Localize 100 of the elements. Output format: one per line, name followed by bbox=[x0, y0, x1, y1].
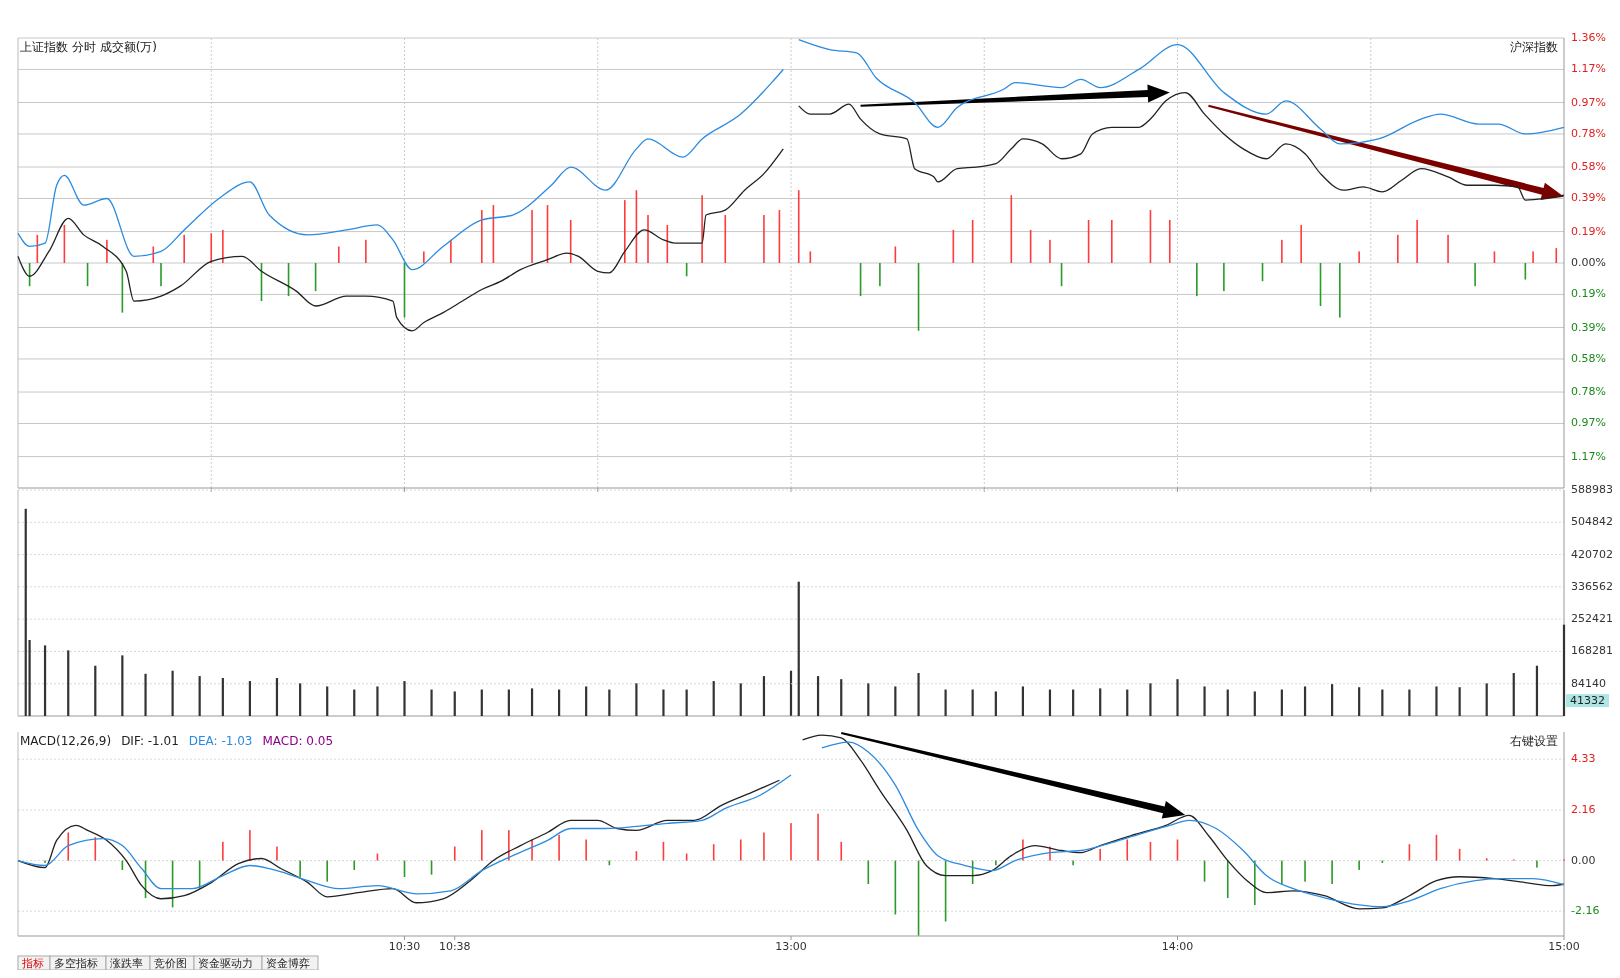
bar bbox=[144, 673, 147, 716]
bar bbox=[530, 688, 534, 716]
bar bbox=[1126, 689, 1129, 716]
bar bbox=[1176, 679, 1179, 716]
y-tick-label: 0.78% bbox=[1571, 126, 1606, 140]
bar bbox=[326, 686, 329, 716]
bar bbox=[453, 691, 456, 716]
bar bbox=[507, 689, 510, 716]
bar bbox=[797, 581, 800, 716]
y-tick-label: 0.39% bbox=[1571, 191, 1606, 205]
y-tick-label: 0.58% bbox=[1571, 351, 1606, 365]
bar bbox=[608, 689, 611, 716]
bar bbox=[1512, 673, 1515, 716]
bar bbox=[1099, 688, 1102, 716]
bar bbox=[1435, 686, 1438, 716]
y-tick-label: 0.19% bbox=[1571, 287, 1606, 301]
bar bbox=[662, 689, 665, 716]
y-tick-label: 336562 bbox=[1571, 579, 1613, 593]
bar bbox=[917, 673, 920, 716]
bar bbox=[1408, 689, 1411, 716]
bar bbox=[894, 686, 897, 716]
y-tick-label: 0.19% bbox=[1571, 224, 1606, 238]
bar bbox=[1280, 689, 1283, 716]
bar bbox=[480, 689, 483, 716]
y-tick-label: 0.39% bbox=[1571, 320, 1606, 334]
bar bbox=[762, 676, 766, 716]
bar bbox=[867, 683, 870, 716]
bar bbox=[1072, 689, 1075, 716]
bar bbox=[1303, 686, 1307, 716]
bar bbox=[171, 670, 174, 716]
y-tick-label: 168281 bbox=[1571, 644, 1613, 658]
x-tick-label: 15:00 bbox=[1548, 940, 1580, 953]
x-tick-label: 14:00 bbox=[1161, 940, 1194, 953]
bar bbox=[558, 689, 561, 716]
bar bbox=[840, 679, 843, 716]
text: DEA: -1.03 bbox=[188, 734, 253, 748]
text: 多空指标 bbox=[54, 957, 98, 970]
x-tick-label: 13:00 bbox=[775, 940, 807, 953]
bar bbox=[1458, 687, 1461, 716]
y-tick-label: 1.17% bbox=[1571, 62, 1606, 76]
y-tick-label: 588983 bbox=[1571, 483, 1613, 496]
bar bbox=[635, 683, 638, 716]
y-tick-label: 1.36% bbox=[1571, 31, 1606, 44]
bar bbox=[275, 678, 279, 716]
y-tick-label: 0.78% bbox=[1571, 385, 1606, 399]
y-tick-label: 2.16 bbox=[1571, 802, 1596, 816]
y-tick-label: 420702 bbox=[1571, 547, 1613, 561]
y-tick-label: 252421 bbox=[1571, 612, 1613, 626]
x-tick-label: 10:30 bbox=[388, 940, 421, 953]
bar bbox=[198, 676, 201, 716]
bar bbox=[376, 686, 379, 716]
text: 竞价图 bbox=[154, 957, 187, 970]
bar bbox=[1203, 686, 1206, 716]
chart-title: 上证指数 分时 成交额(万) bbox=[20, 40, 157, 54]
y-tick-label: 1.17% bbox=[1571, 449, 1606, 463]
text: 资金博弈 bbox=[266, 957, 310, 970]
annotation: 41332 bbox=[1570, 694, 1605, 708]
bar bbox=[1021, 686, 1024, 716]
y-tick-label: -2.16 bbox=[1571, 904, 1600, 918]
bar bbox=[94, 665, 97, 716]
bar bbox=[1358, 687, 1361, 716]
bar bbox=[944, 689, 947, 716]
bar bbox=[24, 508, 27, 716]
text: 资金驱动力 bbox=[198, 957, 253, 970]
bar bbox=[1381, 689, 1384, 716]
y-tick-label: 0.58% bbox=[1571, 160, 1606, 174]
bar bbox=[430, 689, 433, 716]
y-tick-label: 0.00% bbox=[1571, 256, 1606, 269]
y-tick-label: 0.97% bbox=[1571, 95, 1606, 109]
bar bbox=[43, 645, 47, 716]
bar bbox=[1331, 684, 1334, 716]
bar bbox=[299, 683, 302, 716]
bar bbox=[816, 676, 820, 716]
line-series bbox=[798, 39, 1565, 145]
bar bbox=[685, 689, 688, 716]
bar bbox=[971, 689, 974, 716]
text: DIF: -1.01 bbox=[121, 734, 179, 748]
y-tick-label: 84140 bbox=[1571, 676, 1606, 690]
bar bbox=[1048, 689, 1052, 716]
chart-title: MACD(12,26,9) bbox=[20, 734, 112, 748]
bar bbox=[67, 650, 70, 716]
bar bbox=[121, 655, 124, 716]
y-tick-label: 0.00 bbox=[1571, 853, 1596, 867]
x-tick-label: 10:38 bbox=[438, 940, 471, 953]
bar bbox=[403, 681, 406, 716]
line-series bbox=[798, 91, 1565, 201]
bar bbox=[353, 689, 356, 716]
bar bbox=[1226, 689, 1229, 716]
bar bbox=[221, 678, 224, 716]
text: 指标 bbox=[21, 957, 44, 970]
annotation: 沪深指数 bbox=[1510, 40, 1558, 54]
bar bbox=[1253, 691, 1256, 716]
bar bbox=[994, 691, 997, 716]
y-tick-label: 504842 bbox=[1571, 515, 1613, 529]
bar bbox=[248, 681, 251, 716]
annotation: MACD: 0.05 bbox=[262, 734, 334, 748]
y-tick-label: 0.97% bbox=[1571, 416, 1606, 430]
bar bbox=[1562, 624, 1566, 716]
bar bbox=[712, 681, 715, 716]
y-tick-label: 4.33 bbox=[1571, 752, 1596, 766]
